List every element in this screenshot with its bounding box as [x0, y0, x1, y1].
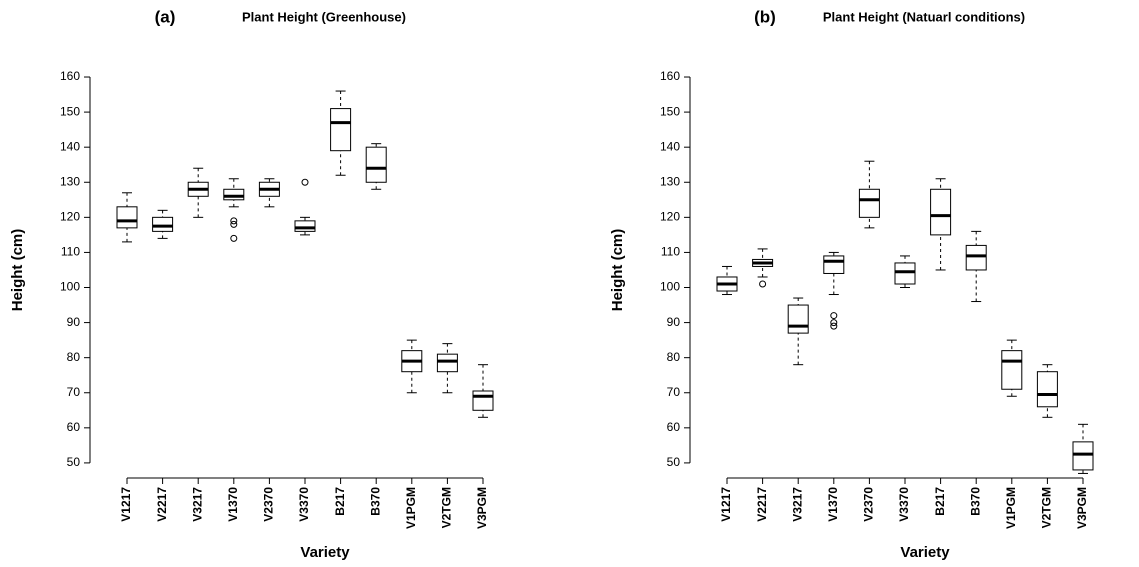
chart-title: Plant Height (Greenhouse) [242, 9, 406, 24]
x-tick-label: V3217 [190, 487, 204, 522]
box [472, 390, 494, 411]
y-tick-label: 140 [60, 139, 80, 153]
y-tick-label: 160 [60, 69, 80, 83]
y-tick-label: 120 [660, 210, 680, 224]
x-tick-label: V2370 [862, 487, 876, 522]
y-tick-label: 100 [660, 280, 680, 294]
box [894, 262, 916, 285]
x-tick-label: V2370 [262, 487, 276, 522]
outlier [230, 217, 238, 225]
outlier [830, 312, 838, 320]
outlier [301, 178, 309, 186]
y-tick-label: 80 [67, 350, 81, 364]
box [294, 220, 316, 232]
x-tick-label: V1PGM [1004, 487, 1018, 529]
y-axis-label: Height (cm) [9, 229, 26, 312]
box [823, 255, 845, 274]
x-tick-label: V2217 [155, 487, 169, 522]
box [965, 244, 987, 271]
y-tick-label: 130 [60, 174, 80, 188]
outlier [830, 319, 838, 327]
outlier [230, 220, 238, 228]
box [930, 188, 952, 236]
outlier [230, 234, 238, 242]
box [365, 146, 387, 183]
x-axis-label: Variety [300, 544, 350, 561]
box [787, 304, 809, 334]
panel-label: (a) [155, 7, 176, 26]
y-tick-label: 110 [61, 245, 80, 259]
y-tick-label: 70 [67, 385, 81, 399]
panel-label: (b) [754, 7, 776, 26]
y-tick-label: 140 [660, 139, 680, 153]
box [1036, 371, 1058, 408]
box [223, 188, 245, 201]
box [1001, 350, 1023, 390]
y-axis-label: Height (cm) [609, 229, 626, 312]
x-tick-label: V1370 [826, 487, 840, 522]
box [858, 188, 880, 218]
x-tick-label: B217 [333, 487, 347, 516]
x-tick-label: B370 [368, 487, 382, 516]
x-tick-label: V3PGM [475, 487, 489, 529]
box [330, 108, 352, 152]
x-tick-label: V2217 [755, 487, 769, 522]
y-tick-label: 100 [60, 280, 80, 294]
x-tick-label: V1370 [226, 487, 240, 522]
y-tick-label: 90 [67, 315, 81, 329]
x-tick-label: B370 [968, 487, 982, 516]
box [152, 216, 174, 232]
box [116, 206, 138, 229]
x-tick-label: V2TGM [1040, 487, 1054, 528]
chart-title: Plant Height (Natuarl conditions) [823, 9, 1025, 24]
y-tick-label: 60 [667, 420, 681, 434]
x-tick-label: V1PGM [404, 487, 418, 529]
x-tick-label: V1217 [119, 487, 133, 522]
x-tick-label: V3370 [297, 487, 311, 522]
x-tick-label: V3217 [790, 487, 804, 522]
y-tick-label: 90 [667, 315, 681, 329]
y-tick-label: 50 [67, 455, 81, 469]
x-tick-label: V2TGM [440, 487, 454, 528]
y-tick-label: 50 [667, 455, 681, 469]
y-tick-label: 120 [60, 210, 80, 224]
outlier [830, 322, 838, 330]
y-tick-label: 160 [660, 69, 680, 83]
box [1072, 441, 1094, 471]
x-tick-label: V3370 [897, 487, 911, 522]
x-tick-label: V1217 [719, 487, 733, 522]
x-axis-label: Variety [900, 544, 950, 561]
y-tick-label: 80 [667, 350, 681, 364]
box [436, 353, 458, 373]
y-tick-label: 70 [667, 385, 681, 399]
y-tick-label: 60 [67, 420, 81, 434]
x-tick-label: V3PGM [1075, 487, 1089, 529]
outlier [759, 280, 767, 288]
y-tick-label: 150 [660, 104, 680, 118]
x-tick-label: B217 [933, 487, 947, 516]
y-tick-label: 150 [60, 104, 80, 118]
y-tick-label: 130 [660, 174, 680, 188]
y-tick-label: 110 [661, 245, 680, 259]
